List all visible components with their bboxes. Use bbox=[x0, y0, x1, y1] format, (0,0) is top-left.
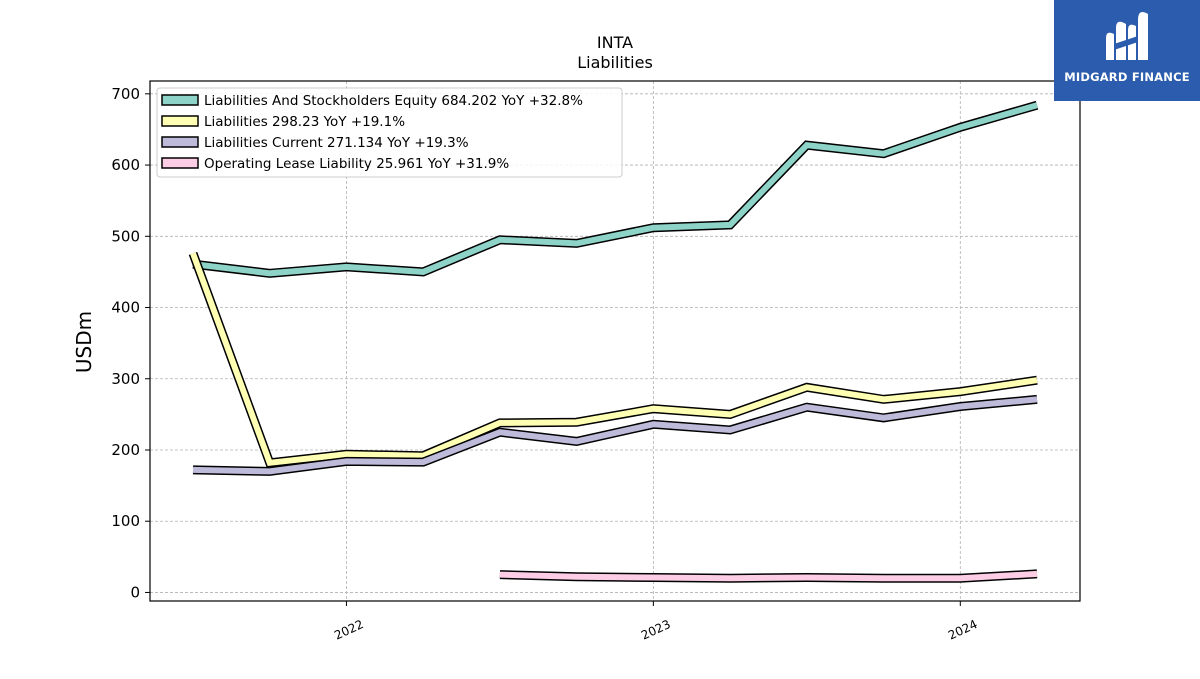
brand-logo: MIDGARD FINANCE bbox=[1054, 0, 1200, 101]
y-tick-label: 400 bbox=[111, 299, 140, 317]
y-tick-label: 700 bbox=[111, 85, 140, 103]
x-tick-label: 2023 bbox=[639, 617, 673, 643]
legend: Liabilities And Stockholders Equity 684.… bbox=[156, 87, 623, 178]
legend-swatch-1 bbox=[161, 115, 199, 127]
y-tick-label: 600 bbox=[111, 156, 140, 174]
y-tick-label: 300 bbox=[111, 370, 140, 388]
legend-label-2: Liabilities Current 271.134 YoY +19.3% bbox=[204, 135, 469, 151]
logo-text: MIDGARD FINANCE bbox=[1064, 70, 1190, 84]
y-tick-label: 100 bbox=[111, 512, 140, 530]
midgard-logo-icon bbox=[1106, 12, 1148, 61]
chart-title: INTA bbox=[597, 33, 633, 52]
plot-frame bbox=[149, 80, 1081, 602]
legend-box bbox=[156, 87, 623, 178]
legend-label-3: Operating Lease Liability 25.961 YoY +31… bbox=[204, 156, 509, 172]
legend-swatch-3 bbox=[161, 157, 199, 169]
series-line-3 bbox=[499, 570, 1038, 582]
x-tick-label: 2024 bbox=[946, 617, 980, 643]
x-tick-label: 2022 bbox=[332, 617, 366, 643]
legend-label-0: Liabilities And Stockholders Equity 684.… bbox=[204, 93, 583, 109]
legend-swatch-0 bbox=[161, 94, 199, 106]
series-layer bbox=[188, 100, 1039, 583]
series-line-1 bbox=[190, 252, 1038, 467]
y-tick-label: 500 bbox=[111, 227, 140, 245]
series-line-2 bbox=[192, 396, 1038, 475]
series-line-0 bbox=[192, 102, 1038, 277]
legend-swatch-2 bbox=[161, 136, 199, 148]
y-tick-label: 200 bbox=[111, 441, 140, 459]
y-tick-label: 0 bbox=[130, 583, 140, 601]
axes-layer: 0 100 200 300 400 500 600 700 2022 2023 2024 bbox=[111, 80, 1081, 643]
legend-label-1: Liabilities 298.23 YoY +19.1% bbox=[204, 114, 405, 130]
chart-subtitle: Liabilities bbox=[577, 53, 653, 72]
y-axis-label: USDm bbox=[72, 311, 96, 373]
